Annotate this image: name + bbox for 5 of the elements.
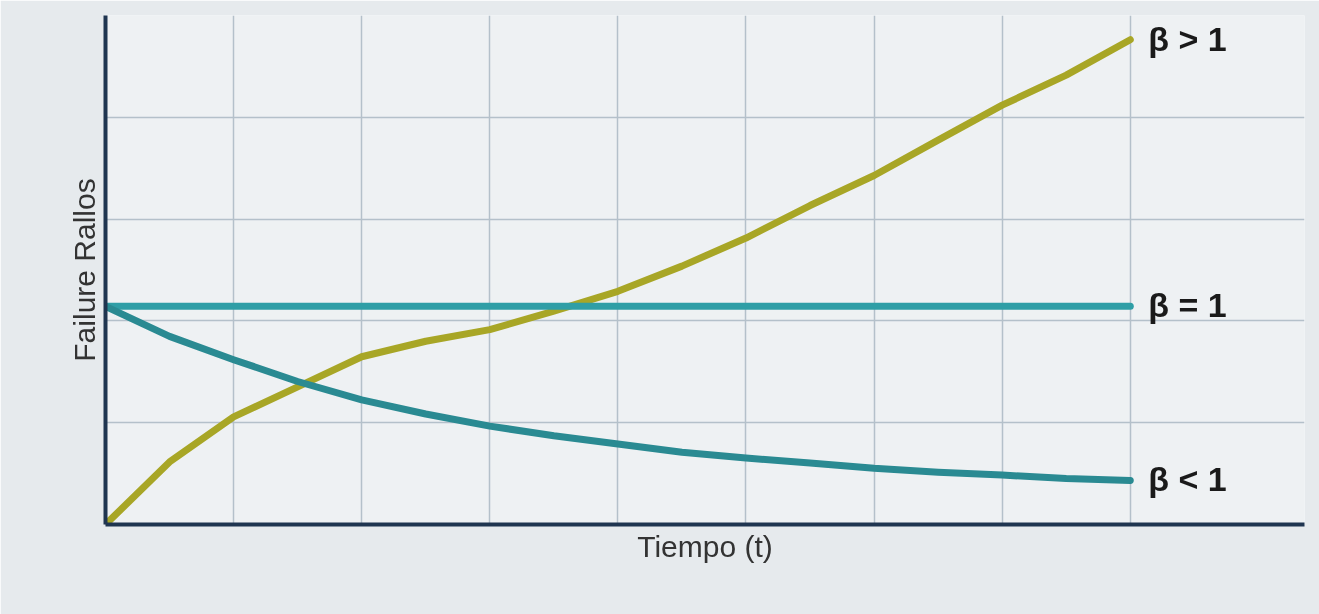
series-label: β < 1 bbox=[1148, 460, 1227, 499]
series-label: β = 1 bbox=[1148, 286, 1227, 325]
y-axis-title: Failure Rallos bbox=[67, 178, 101, 362]
x-axis-title: Tiempo (t) bbox=[637, 529, 773, 563]
series-label: β > 1 bbox=[1148, 19, 1227, 58]
